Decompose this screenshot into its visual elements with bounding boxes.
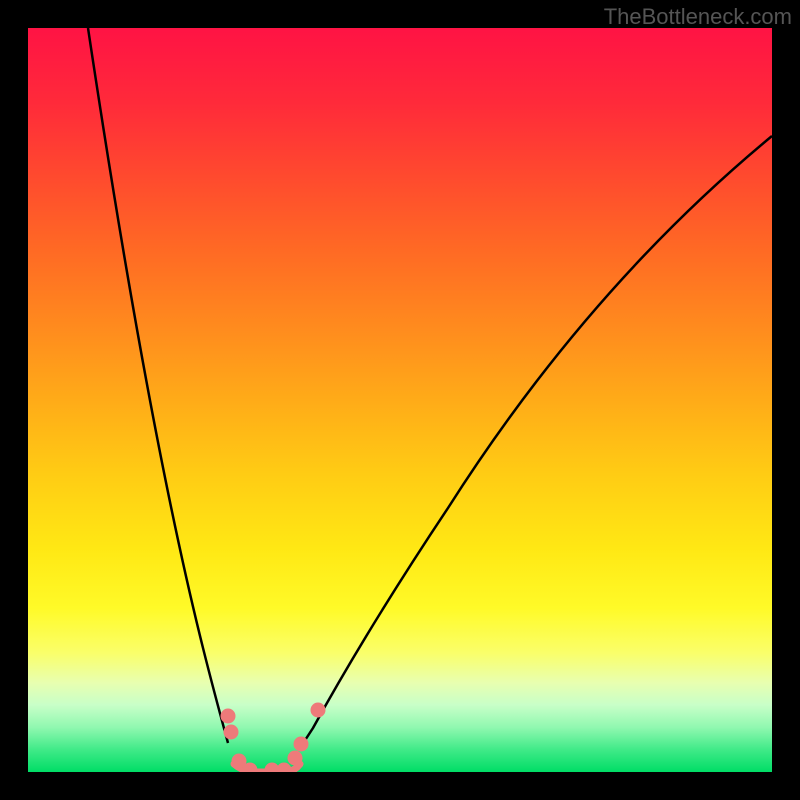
data-marker	[311, 703, 326, 718]
data-marker	[294, 737, 309, 752]
chart-container: TheBottleneck.com	[0, 0, 800, 800]
data-marker	[224, 725, 239, 740]
gradient-background	[28, 28, 772, 772]
data-marker	[221, 709, 236, 724]
plot-area	[28, 28, 772, 772]
watermark-text: TheBottleneck.com	[604, 4, 792, 30]
plot-svg	[28, 28, 772, 772]
data-marker	[288, 751, 303, 766]
